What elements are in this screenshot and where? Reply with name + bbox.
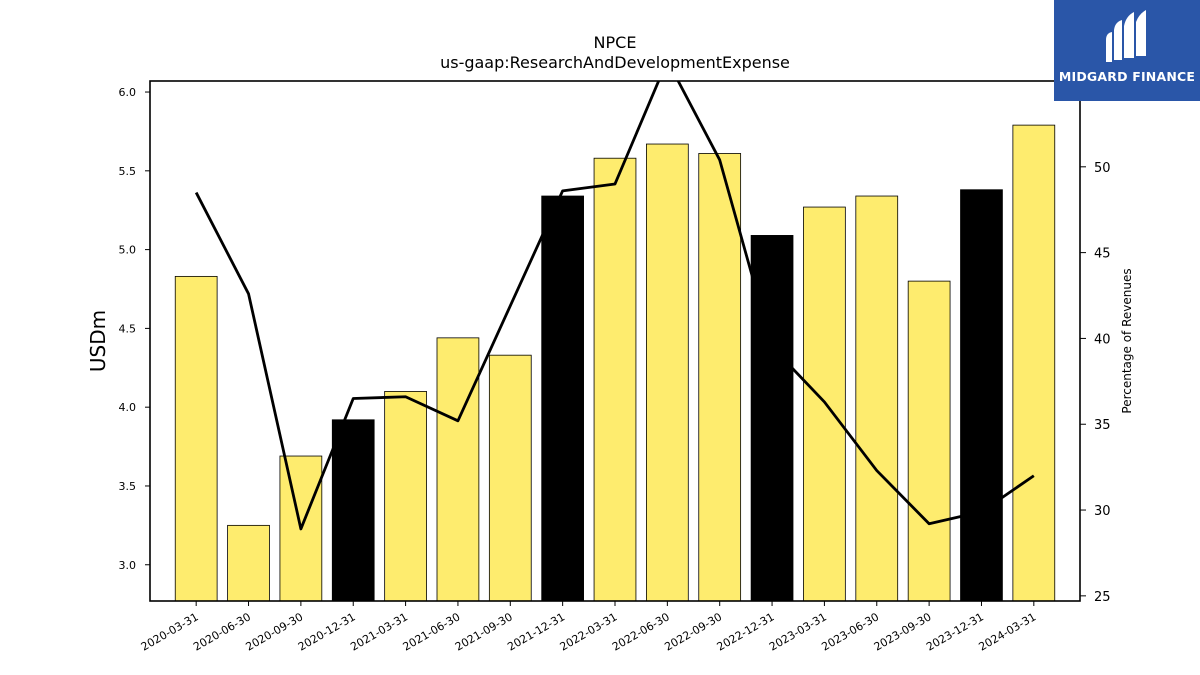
y-tick-label: 5.5	[119, 165, 137, 178]
x-tick-label: 2023-12-31	[924, 610, 986, 653]
bar-2023-06-30	[855, 195, 899, 602]
y-tick-label: 4.5	[119, 322, 137, 335]
x-tick-label: 2022-09-30	[662, 610, 724, 653]
x-tick-label: 2020-06-30	[191, 610, 253, 653]
y-tick-label: 6.0	[119, 86, 137, 99]
bar-2022-09-30	[698, 153, 742, 602]
y2-axis-label: Percentage of Revenues	[1120, 268, 1134, 413]
bar-2024-03-31	[1012, 124, 1056, 602]
bar-2023-09-30	[907, 280, 951, 602]
x-tick-label: 2022-12-31	[715, 610, 777, 653]
chart-subtitle: us-gaap:ResearchAndDevelopmentExpense	[440, 53, 790, 72]
x-tick-label: 2023-09-30	[872, 610, 934, 653]
y2-tick-label: 40	[1094, 332, 1111, 347]
y2-tick-label: 25	[1094, 590, 1111, 605]
x-tick-label: 2024-03-31	[976, 610, 1038, 653]
y2-tick-label: 35	[1094, 418, 1111, 433]
revenue-percentage-line	[194, 81, 1035, 531]
y-tick-label: 4.0	[119, 401, 137, 414]
x-tick-label: 2021-06-30	[401, 610, 463, 653]
bar-2020-12-31	[331, 419, 375, 602]
bar-2020-03-31	[174, 275, 218, 602]
x-tick-label: 2022-06-30	[610, 610, 672, 653]
logo-text: MIDGARD FINANCE	[1058, 69, 1196, 84]
bar-2021-09-30	[488, 354, 532, 602]
y-axis-label: USDm	[86, 310, 110, 372]
chart-title: NPCE	[594, 33, 637, 52]
x-tick-label: 2021-12-31	[505, 610, 567, 653]
x-tick-label: 2020-03-31	[139, 610, 201, 653]
midgard-logo-icon	[1106, 10, 1146, 62]
bar-2022-06-30	[646, 143, 689, 602]
x-tick-label: 2021-03-31	[348, 610, 410, 653]
y-tick-label: 3.5	[119, 480, 137, 493]
bar-2023-12-31	[960, 189, 1003, 602]
y-tick-label: 3.0	[119, 559, 137, 572]
x-tick-label: 2022-03-31	[558, 610, 620, 653]
x-tick-label: 2023-06-30	[819, 610, 881, 653]
y2-tick-label: 50	[1094, 161, 1111, 176]
x-tick-label: 2020-12-31	[296, 610, 358, 653]
x-tick-label: 2023-03-31	[767, 610, 829, 653]
bar-2021-12-31	[541, 195, 584, 602]
bar-2020-06-30	[227, 524, 270, 602]
y2-tick-label: 45	[1094, 247, 1111, 262]
logo: MIDGARD FINANCE	[1054, 0, 1200, 101]
y2-tick-label: 30	[1094, 504, 1111, 519]
bar-2021-06-30	[436, 337, 480, 602]
bar-2022-03-31	[593, 157, 637, 602]
x-tick-label: 2021-09-30	[453, 610, 515, 653]
bar-2021-03-31	[384, 391, 427, 602]
y-tick-label: 5.0	[119, 244, 137, 257]
x-tick-label: 2020-09-30	[244, 610, 306, 653]
